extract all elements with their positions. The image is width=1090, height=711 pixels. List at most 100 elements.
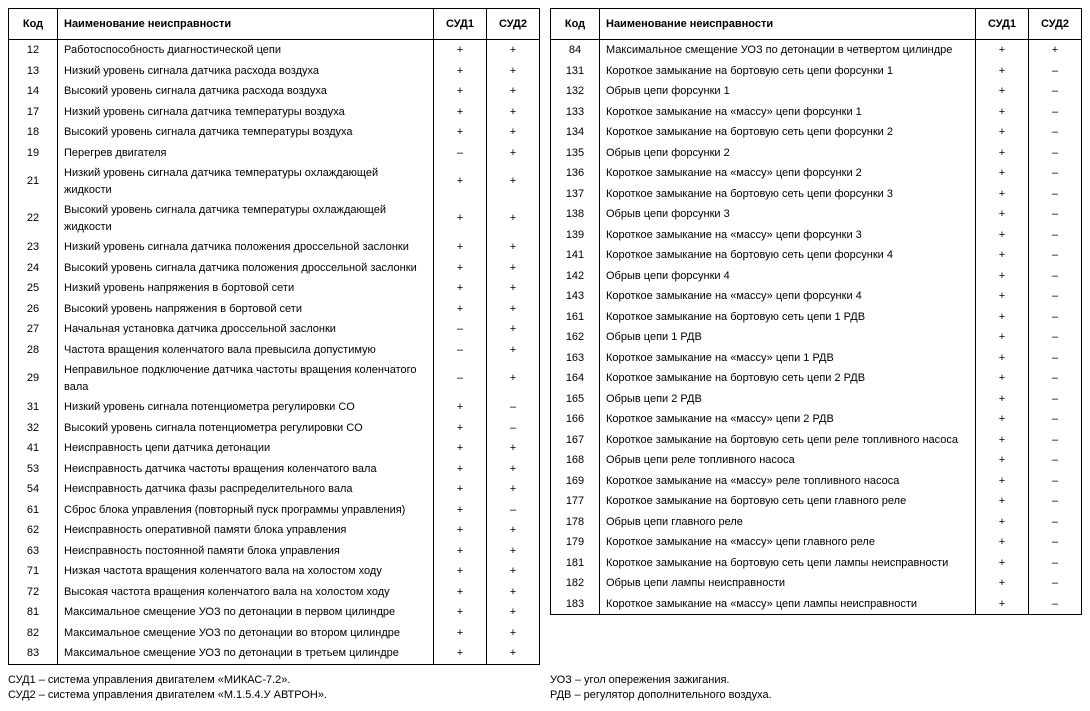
cell-sud1: + [434, 61, 487, 82]
cell-name: Неисправность постоянной памяти блока уп… [58, 541, 434, 562]
cell-name: Обрыв цепи форсунки 2 [600, 143, 976, 164]
footnote-line: УОЗ – угол опережения зажигания. [550, 673, 1082, 688]
cell-code: 32 [9, 418, 58, 439]
table-row: 29Неправильное подключение датчика часто… [9, 360, 540, 397]
cell-sud1: + [434, 643, 487, 664]
cell-sud1: + [434, 459, 487, 480]
cell-sud2: – [487, 500, 540, 521]
cell-sud2: + [487, 602, 540, 623]
cell-sud2: + [487, 237, 540, 258]
cell-sud1: + [976, 512, 1029, 533]
header-sud1: СУД1 [976, 9, 1029, 40]
table-row: 179Короткое замыкание на «массу» цепи гл… [551, 532, 1082, 553]
cell-name: Короткое замыкание на бортовую сеть цепи… [600, 245, 976, 266]
table-row: 62Неисправность оперативной памяти блока… [9, 520, 540, 541]
cell-sud1: + [976, 368, 1029, 389]
header-sud2: СУД2 [487, 9, 540, 40]
cell-sud2: – [1029, 81, 1082, 102]
cell-sud1: + [434, 40, 487, 61]
table-row: 61Сброс блока управления (повторный пуск… [9, 500, 540, 521]
table-row: 53Неисправность датчика частоты вращения… [9, 459, 540, 480]
cell-sud1: + [976, 450, 1029, 471]
cell-name: Высокая частота вращения коленчатого вал… [58, 582, 434, 603]
cell-name: Короткое замыкание на бортовую сеть цепи… [600, 61, 976, 82]
cell-name: Обрыв цепи форсунки 3 [600, 204, 976, 225]
cell-name: Низкий уровень сигнала датчика температу… [58, 163, 434, 200]
cell-sud1: + [976, 163, 1029, 184]
table-row: 164Короткое замыкание на бортовую сеть ц… [551, 368, 1082, 389]
cell-code: 167 [551, 430, 600, 451]
cell-sud1: + [976, 491, 1029, 512]
table-row: 134Короткое замыкание на бортовую сеть ц… [551, 122, 1082, 143]
cell-code: 25 [9, 278, 58, 299]
cell-sud2: – [1029, 266, 1082, 287]
cell-sud2: + [487, 360, 540, 397]
cell-name: Максимальное смещение УОЗ по детонации в… [58, 643, 434, 664]
cell-code: 179 [551, 532, 600, 553]
cell-sud1: + [976, 348, 1029, 369]
header-code: Код [551, 9, 600, 40]
cell-name: Максимальное смещение УОЗ по детонации в… [600, 40, 976, 61]
cell-name: Короткое замыкание на «массу» реле топли… [600, 471, 976, 492]
cell-name: Короткое замыкание на бортовую сеть цепи… [600, 184, 976, 205]
cell-sud2: + [487, 122, 540, 143]
table-row: 41Неисправность цепи датчика детонации++ [9, 438, 540, 459]
cell-sud2: + [487, 438, 540, 459]
footnote-line: СУД1 – система управления двигателем «МИ… [8, 673, 540, 688]
cell-sud2: + [487, 258, 540, 279]
table-row: 21Низкий уровень сигнала датчика темпера… [9, 163, 540, 200]
cell-sud1: + [434, 438, 487, 459]
cell-code: 131 [551, 61, 600, 82]
cell-sud2: – [487, 397, 540, 418]
cell-sud1: + [976, 532, 1029, 553]
cell-sud2: – [1029, 594, 1082, 615]
cell-sud1: + [434, 418, 487, 439]
table-row: 135Обрыв цепи форсунки 2+– [551, 143, 1082, 164]
table-row: 138Обрыв цепи форсунки 3+– [551, 204, 1082, 225]
cell-sud1: + [976, 553, 1029, 574]
cell-code: 134 [551, 122, 600, 143]
cell-code: 53 [9, 459, 58, 480]
cell-sud1: + [434, 561, 487, 582]
cell-sud1: + [976, 327, 1029, 348]
table-row: 83Максимальное смещение УОЗ по детонации… [9, 643, 540, 664]
cell-name: Неправильное подключение датчика частоты… [58, 360, 434, 397]
cell-sud2: – [1029, 553, 1082, 574]
cell-name: Низкий уровень сигнала датчика положения… [58, 237, 434, 258]
cell-code: 178 [551, 512, 600, 533]
footnotes-left: СУД1 – система управления двигателем «МИ… [8, 673, 540, 704]
cell-name: Обрыв цепи реле топливного насоса [600, 450, 976, 471]
cell-name: Короткое замыкание на «массу» цепи 1 РДВ [600, 348, 976, 369]
cell-sud2: + [487, 278, 540, 299]
cell-code: 137 [551, 184, 600, 205]
fault-codes-table-left: Код Наименование неисправности СУД1 СУД2… [8, 8, 540, 665]
cell-sud2: + [487, 299, 540, 320]
cell-sud2: – [487, 418, 540, 439]
cell-code: 83 [9, 643, 58, 664]
table-row: 178Обрыв цепи главного реле+– [551, 512, 1082, 533]
cell-code: 164 [551, 368, 600, 389]
cell-code: 21 [9, 163, 58, 200]
cell-sud1: + [976, 471, 1029, 492]
cell-sud1: + [976, 204, 1029, 225]
table-row: 22Высокий уровень сигнала датчика темпер… [9, 200, 540, 237]
cell-name: Обрыв цепи 2 РДВ [600, 389, 976, 410]
cell-name: Обрыв цепи 1 РДВ [600, 327, 976, 348]
footnote-line: СУД2 – система управления двигателем «М.… [8, 688, 540, 703]
cell-sud2: + [487, 340, 540, 361]
cell-sud2: – [1029, 143, 1082, 164]
cell-sud2: + [487, 459, 540, 480]
cell-sud1: + [434, 602, 487, 623]
cell-name: Короткое замыкание на «массу» цепи форсу… [600, 102, 976, 123]
cell-sud2: + [487, 81, 540, 102]
table-row: 132Обрыв цепи форсунки 1+– [551, 81, 1082, 102]
cell-sud2: + [487, 561, 540, 582]
cell-sud1: + [976, 409, 1029, 430]
cell-name: Работоспособность диагностической цепи [58, 40, 434, 61]
cell-sud2: – [1029, 204, 1082, 225]
cell-sud1: + [976, 307, 1029, 328]
cell-name: Сброс блока управления (повторный пуск п… [58, 500, 434, 521]
header-code: Код [9, 9, 58, 40]
cell-sud2: + [487, 102, 540, 123]
cell-sud1: + [976, 61, 1029, 82]
